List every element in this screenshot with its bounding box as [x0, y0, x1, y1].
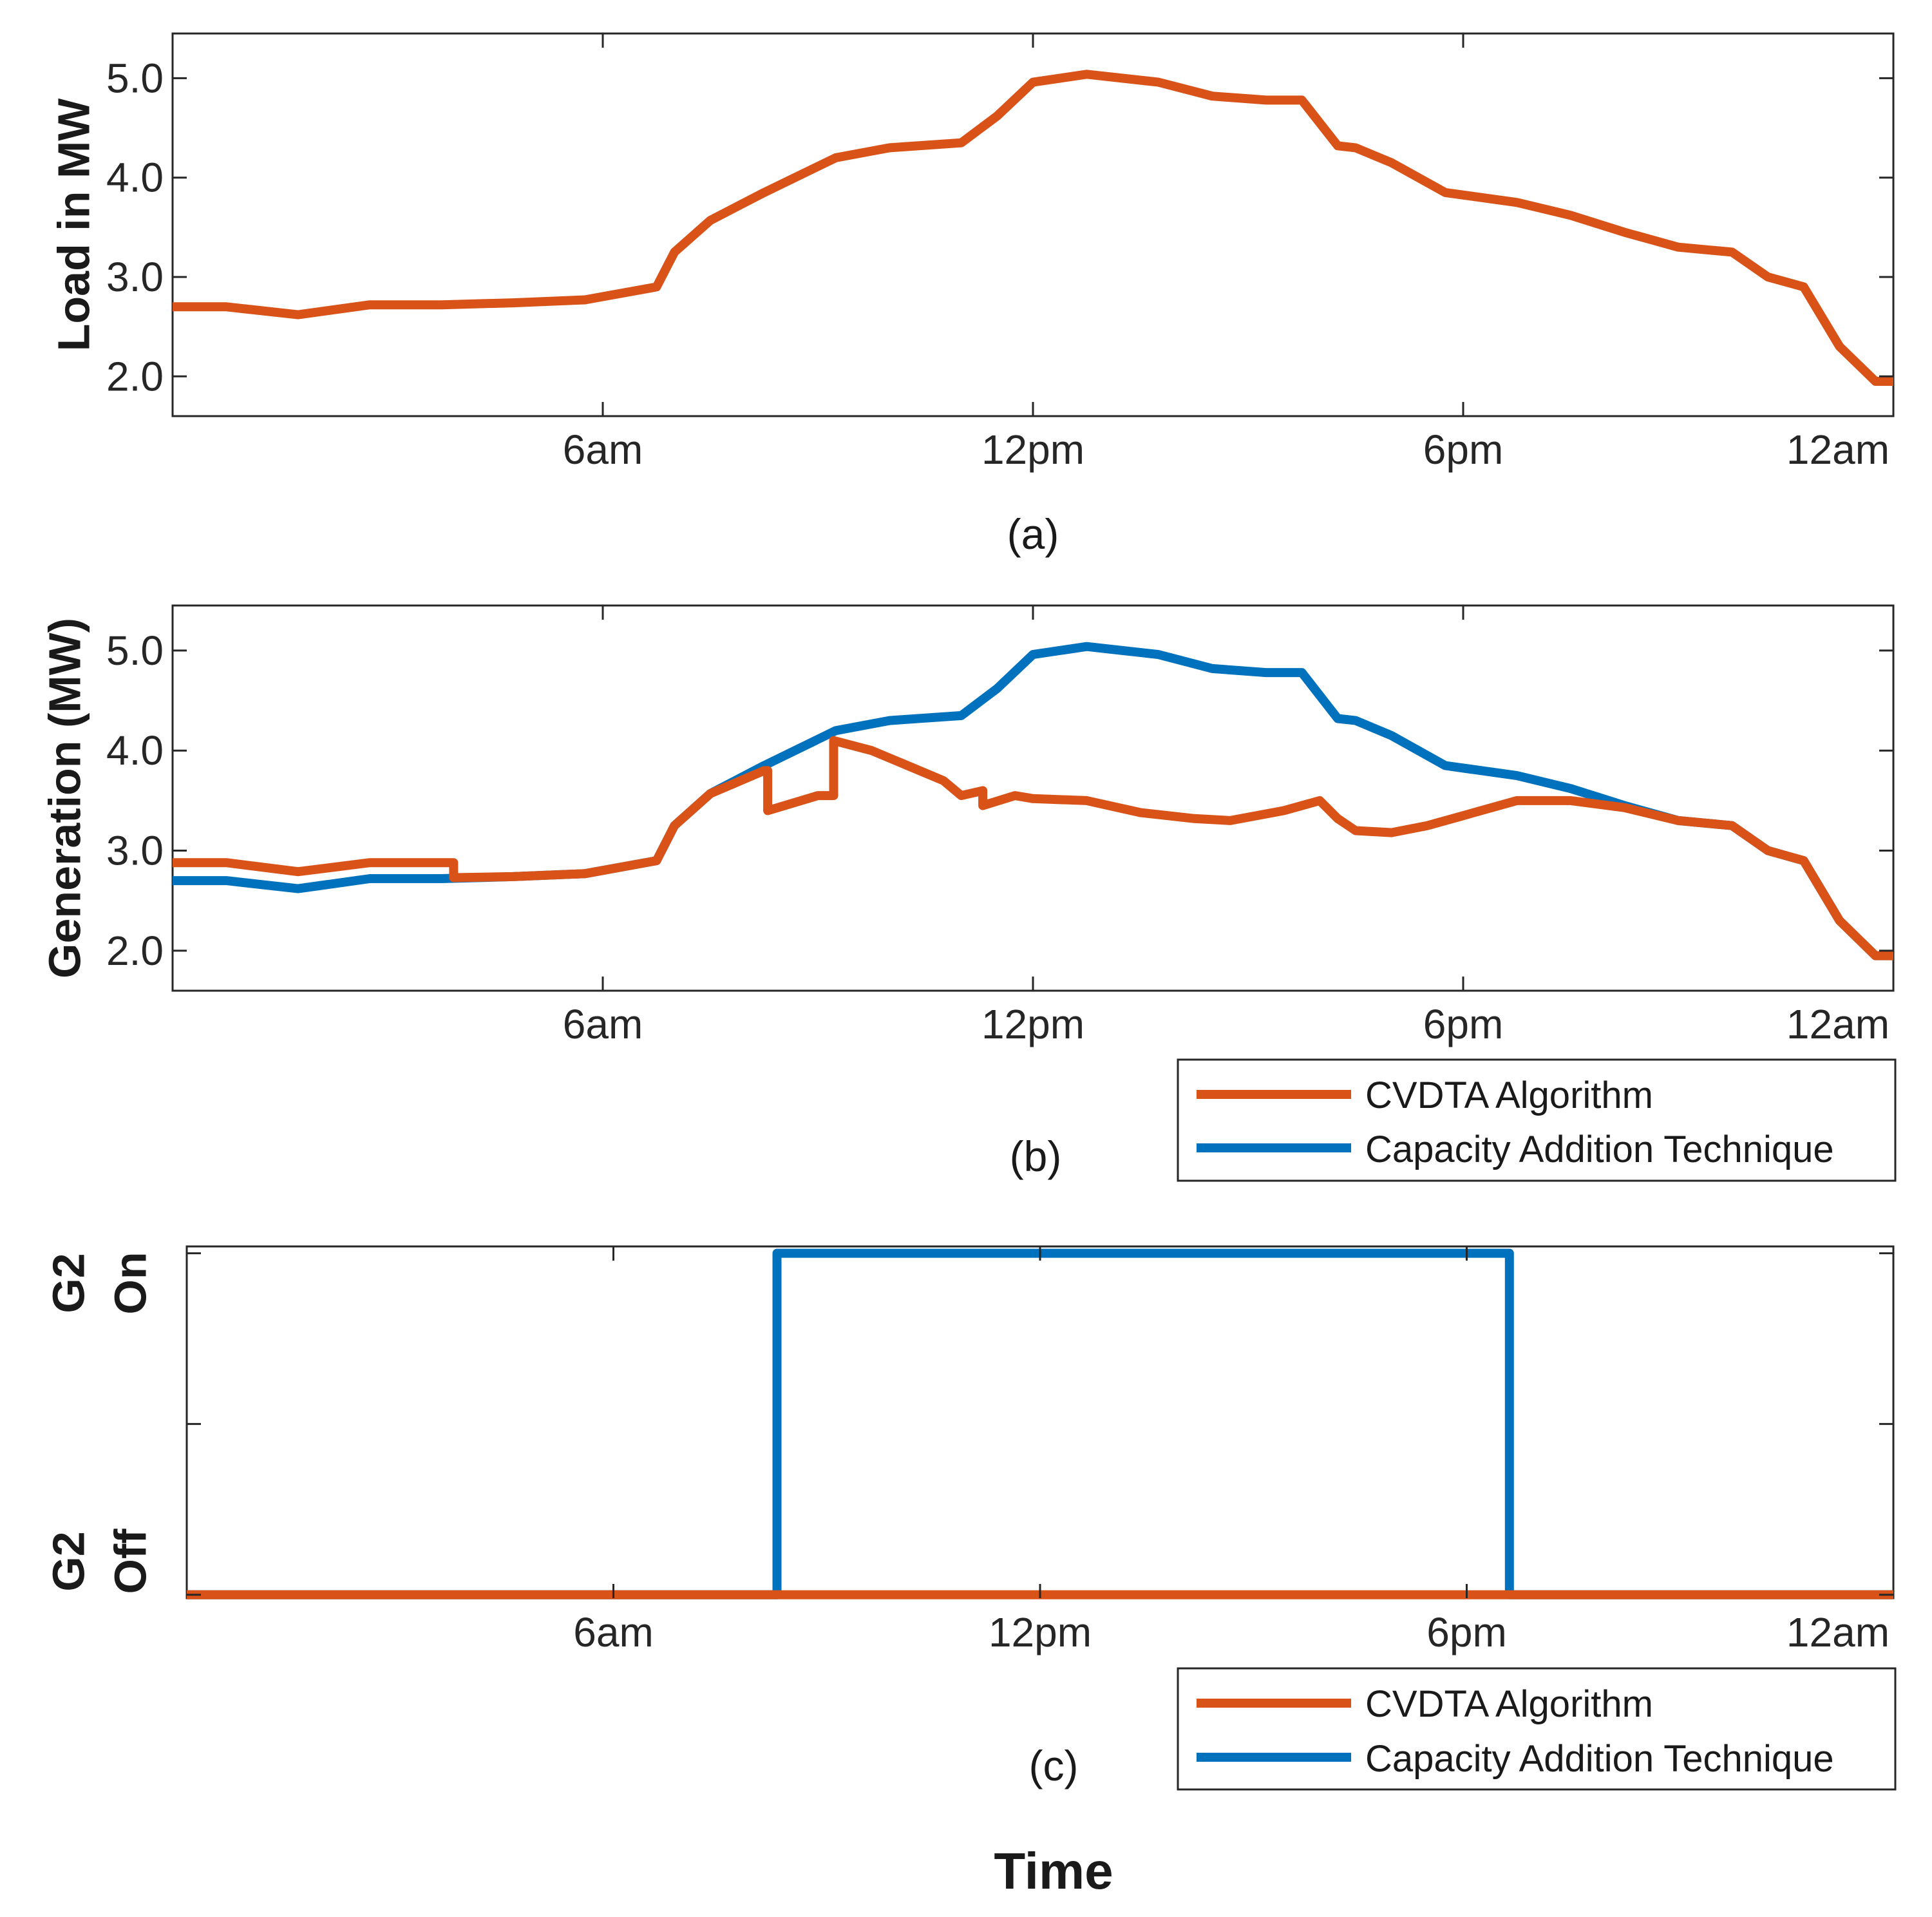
panel-b-ticks: 6am 12pm 6pm 12am 2.0 3.0 4.0 5.0	[106, 606, 1893, 1047]
panel-b-ylabel: Generation (MW)	[39, 618, 90, 978]
panel-a-xtick-label: 6am	[563, 426, 643, 473]
panel-b-xtick-label: 12am	[1786, 1001, 1889, 1047]
panel-c-legend: CVDTA Algorithm Capacity Addition Techni…	[1177, 1667, 1897, 1791]
panel-b-xtick-label: 6pm	[1423, 1001, 1504, 1047]
panel-a-ytick-label: 2.0	[106, 353, 164, 399]
panel-c-ylabel-on-line2: On	[105, 1252, 155, 1314]
panel-b: 6am 12pm 6pm 12am 2.0 3.0 4.0 5.0 Generation (M…	[39, 604, 1897, 1182]
panel-a-series-load	[173, 70, 1893, 386]
panel-a-axes-frame	[171, 32, 1895, 417]
panel-a-ytick-label: 5.0	[106, 55, 164, 101]
panel-b-series-cvdta-algorithm	[173, 736, 1893, 960]
panel-b-legend-label-cat: Capacity Addition Technique	[1365, 1129, 1834, 1170]
panel-c-ticks: 6am 12pm 6pm 12am	[187, 1246, 1893, 1655]
panel-a-ticks: 6am 12pm 6pm 12am 2.0 3.0 4.0 5.0	[106, 33, 1893, 473]
panel-a-xtick-label: 12am	[1786, 426, 1889, 473]
panel-b-caption: (b)	[1010, 1132, 1062, 1180]
panel-a-ytick-label: 4.0	[106, 155, 164, 201]
panel-a: 6am 12pm 6pm 12am 2.0 3.0 4.0 5.0 Load in MW (a…	[48, 32, 1895, 558]
panel-b-ytick-label: 2.0	[106, 928, 164, 974]
panel-c-ylabel-on-line1: G2	[43, 1253, 93, 1313]
panel-b-legend: CVDTA Algorithm Capacity Addition Techni…	[1177, 1058, 1897, 1182]
panel-a-xtick-label: 6pm	[1423, 426, 1504, 473]
panel-a-marks	[173, 70, 1893, 386]
panel-c-xtick-label: 12am	[1786, 1609, 1889, 1655]
panel-c: 6am 12pm 6pm 12am G2 On G2 Off (c) CVDTA Al…	[43, 1245, 1897, 1900]
panel-c-xtick-label: 6am	[573, 1609, 654, 1655]
panel-b-xtick-label: 6am	[563, 1001, 643, 1047]
panel-c-legend-box	[1177, 1667, 1897, 1791]
x-axis-label-time: Time	[994, 1842, 1113, 1900]
panel-c-legend-label-cvdta: CVDTA Algorithm	[1365, 1683, 1653, 1725]
panel-c-axes-frame	[185, 1245, 1895, 1599]
panel-b-legend-label-cvdta: CVDTA Algorithm	[1365, 1074, 1653, 1116]
panel-b-legend-box	[1177, 1058, 1897, 1182]
panel-b-ytick-label: 5.0	[106, 627, 164, 674]
panel-c-ylabel-off-line1: G2	[43, 1531, 93, 1591]
panel-a-caption: (a)	[1007, 510, 1059, 558]
panel-b-xtick-label: 12pm	[981, 1001, 1084, 1047]
panel-b-marks	[173, 642, 1893, 960]
panel-c-xtick-label: 6pm	[1426, 1609, 1507, 1655]
panel-c-ylabel-on: G2 On	[43, 1252, 155, 1314]
panel-a-ylabel: Load in MW	[48, 99, 99, 352]
panel-c-marks	[187, 1248, 1893, 1599]
panel-a-xtick-label: 12pm	[981, 426, 1084, 473]
panel-b-ytick-label: 3.0	[106, 828, 164, 874]
panel-b-ytick-label: 4.0	[106, 727, 164, 774]
panel-c-xtick-label: 12pm	[989, 1609, 1092, 1655]
panel-a-ytick-label: 3.0	[106, 254, 164, 300]
panel-c-legend-label-cat: Capacity Addition Technique	[1365, 1738, 1834, 1780]
panel-c-series-capacity-addition-technique	[187, 1248, 1893, 1599]
panel-c-ylabel-off: G2 Off	[43, 1529, 155, 1594]
panel-c-ylabel-off-line2: Off	[105, 1529, 155, 1594]
panel-c-caption: (c)	[1029, 1742, 1079, 1789]
